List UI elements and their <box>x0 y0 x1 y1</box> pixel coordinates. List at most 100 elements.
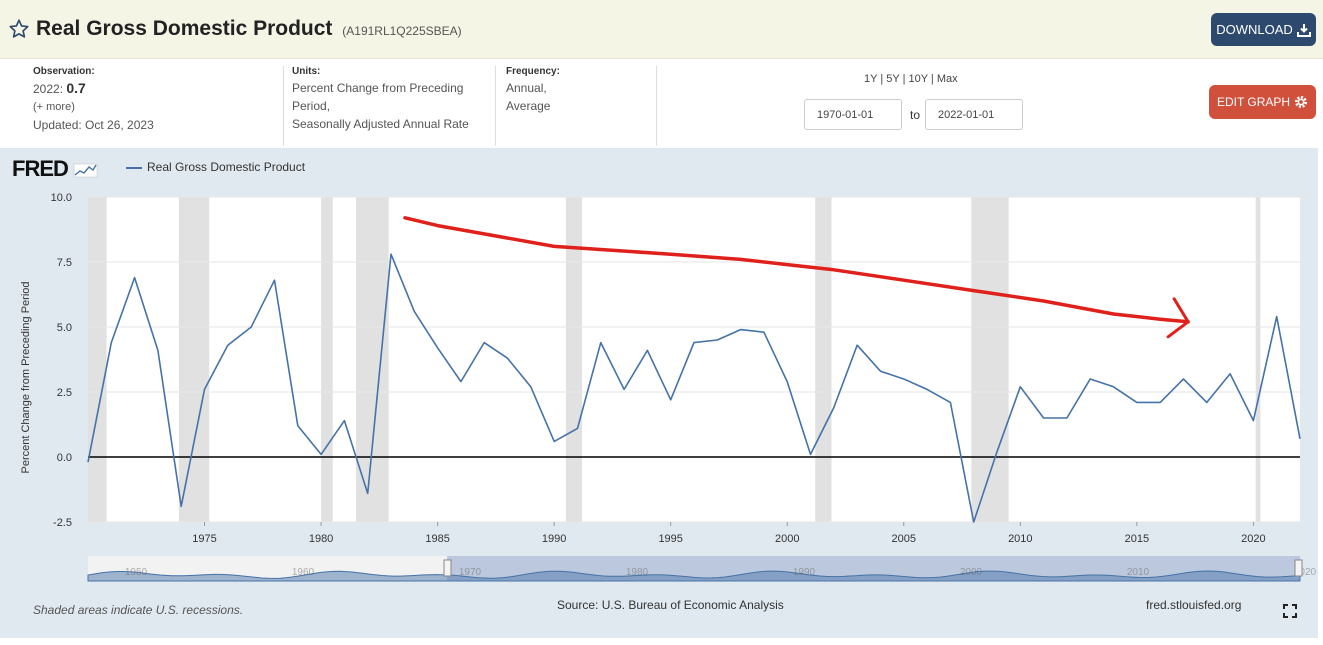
y-tick-label: -2.5 <box>53 517 72 529</box>
range-1y[interactable]: 1Y <box>864 73 878 85</box>
x-tick-label: 1995 <box>658 533 682 545</box>
data-point <box>1228 371 1233 376</box>
range-10y[interactable]: 10Y <box>908 73 928 85</box>
divider <box>283 66 284 146</box>
download-button[interactable]: DOWNLOAD <box>1211 13 1316 46</box>
data-point <box>761 330 766 335</box>
gear-icon <box>1295 96 1308 108</box>
data-point <box>458 379 463 384</box>
units-line-1: Percent Change from Preceding <box>292 81 464 95</box>
legend-swatch <box>126 166 142 169</box>
x-tick-label: 2000 <box>775 533 799 545</box>
trend-arrow-line <box>403 216 1190 324</box>
data-point <box>878 369 883 374</box>
start-date-input[interactable]: 1970-01-01 <box>804 99 902 130</box>
edit-graph-label: EDIT GRAPH <box>1216 95 1291 109</box>
data-point <box>272 278 277 283</box>
data-point <box>715 338 720 343</box>
star-icon[interactable] <box>8 18 30 40</box>
recession-band <box>321 197 333 522</box>
frequency-line-2: Average <box>506 99 551 113</box>
units-block: Units: Percent Change from Preceding Per… <box>292 65 469 133</box>
chart-legend[interactable]: Real Gross Domestic Product <box>126 160 305 174</box>
data-point <box>901 377 906 382</box>
data-point <box>1111 384 1116 389</box>
frequency-block: Frequency: Annual, Average <box>506 65 560 115</box>
data-point <box>1064 416 1069 421</box>
recession-band <box>356 197 389 522</box>
navigator-handle[interactable] <box>443 559 452 577</box>
navigator-handle[interactable] <box>1294 559 1303 577</box>
data-point <box>808 452 813 457</box>
recession-band <box>815 197 832 522</box>
to-label: to <box>910 108 921 122</box>
units-line-2: Period, <box>292 99 331 113</box>
fred-logo: FRED <box>12 156 99 182</box>
data-point <box>668 397 673 402</box>
data-point <box>738 327 743 332</box>
download-label: DOWNLOAD <box>1216 22 1293 37</box>
data-point <box>785 379 790 384</box>
data-point <box>855 343 860 348</box>
x-tick-label: 1975 <box>192 533 216 545</box>
trend-arrow-head <box>1166 297 1190 339</box>
header-bar: Real Gross Domestic Product (A191RL1Q225… <box>0 0 1323 59</box>
x-tick-label: 2005 <box>892 533 916 545</box>
plot-area <box>88 197 1300 522</box>
page-title: Real Gross Domestic Product (A191RL1Q225… <box>36 17 462 41</box>
edit-graph-button[interactable]: EDIT GRAPH <box>1209 85 1316 119</box>
observation-block: Observation: 2022: 0.7 (+ more) Updated:… <box>33 65 154 134</box>
series-title: Real Gross Domestic Product <box>36 17 333 40</box>
fullscreen-icon[interactable] <box>1283 604 1297 618</box>
data-point <box>622 387 627 392</box>
frequency-line-1: Annual, <box>506 81 547 95</box>
fred-logo-mark <box>73 163 98 178</box>
data-point <box>412 309 417 314</box>
data-point <box>505 356 510 361</box>
chart-svg[interactable]: -2.5 0.0 2.5 5.0 7.5 10.0 1975 1980 1985 1990 1995… <box>0 148 1318 638</box>
data-point <box>249 325 254 330</box>
data-point <box>528 384 533 389</box>
recession-note: Shaded areas indicate U.S. recessions. <box>33 603 244 617</box>
range-max[interactable]: Max <box>936 73 958 85</box>
data-point <box>1181 377 1186 382</box>
navigator-label: 2000 <box>960 567 983 578</box>
navigator-label: 1970 <box>459 567 482 578</box>
y-tick-label: 2.5 <box>57 387 72 399</box>
data-point <box>1251 418 1256 423</box>
x-tick-label: 1990 <box>542 533 566 545</box>
fred-logo-text: FRED <box>12 156 69 181</box>
data-point <box>202 387 207 392</box>
divider <box>495 66 496 146</box>
navigator-series <box>87 570 1301 582</box>
data-point <box>342 418 347 423</box>
data-point <box>295 423 300 428</box>
data-point <box>1298 436 1303 441</box>
data-point <box>1274 314 1279 319</box>
recession-band <box>565 197 583 522</box>
recession-band <box>178 197 210 522</box>
x-tick-label: 2015 <box>1125 533 1149 545</box>
data-point <box>1041 416 1046 421</box>
data-point <box>319 452 324 457</box>
x-tick-label: 2010 <box>1008 533 1032 545</box>
data-point <box>995 449 1000 454</box>
data-point <box>1088 377 1093 382</box>
series-line <box>87 253 1301 523</box>
navigator-label: 1960 <box>292 567 315 578</box>
data-point <box>435 345 440 350</box>
range-links: 1Y | 5Y | 10Y | Max <box>864 73 958 85</box>
navigator-label: 1980 <box>626 567 649 578</box>
updated-date: Updated: Oct 26, 2023 <box>33 118 154 132</box>
site-link[interactable]: fred.stlouisfed.org <box>1146 598 1242 612</box>
data-point <box>179 504 184 509</box>
range-5y[interactable]: 5Y <box>886 73 900 85</box>
data-point <box>365 491 370 496</box>
end-date-input[interactable]: 2022-01-01 <box>925 99 1023 130</box>
data-point <box>1204 400 1209 405</box>
more-link[interactable]: (+ more) <box>33 101 75 113</box>
data-point <box>86 460 91 465</box>
recession-band <box>971 197 1009 522</box>
data-point <box>575 426 580 431</box>
data-point <box>132 275 137 280</box>
